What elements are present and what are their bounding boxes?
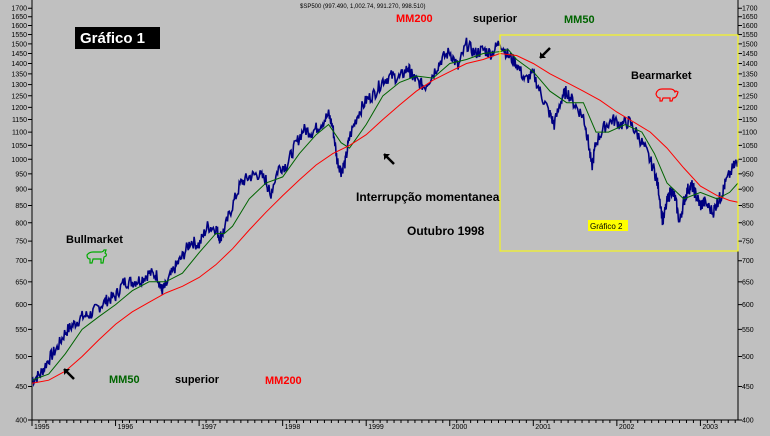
label-bullmarket: Bullmarket [66, 234, 123, 246]
bull-icon [86, 249, 107, 264]
grafico2-box [588, 220, 628, 231]
chart-header: $SP500 (997.490, 1,002.74, 991.270, 998.… [300, 4, 425, 10]
x-tick-label: 1997 [201, 424, 217, 431]
series-layer [31, 37, 739, 388]
y-tick-label: 1300 [11, 82, 27, 89]
y-tick-label: 1250 [11, 93, 27, 100]
y-tick-label: 1000 [742, 157, 758, 164]
y-tick-label: 1250 [742, 93, 758, 100]
y-tick-label: 1100 [12, 130, 27, 137]
y-tick-label: 400 [15, 418, 27, 425]
y-tick-label: 1450 [11, 51, 27, 58]
x-tick-label: 1995 [34, 424, 50, 431]
y-tick-label: 500 [742, 354, 754, 361]
bear-zone-box [499, 34, 739, 252]
ticks-layer: 400 400 450 450 500 500 550 550 600 600 650 650 700 7… [11, 6, 757, 431]
y-tick-label: 950 [742, 171, 754, 178]
x-tick-label: 1996 [118, 424, 134, 431]
y-tick-label: 800 [15, 220, 27, 227]
label-top-superior: superior [473, 13, 518, 25]
y-tick-label: 900 [742, 187, 754, 194]
y-tick-label: 550 [15, 327, 27, 334]
series-line-mm200 [31, 52, 739, 384]
y-tick-label: 1700 [11, 6, 27, 13]
label-top-mm50: MM50 [564, 14, 595, 26]
series-line-mm50 [31, 49, 739, 381]
y-tick-label: 1150 [12, 117, 27, 124]
label-bearmarket: Bearmarket [631, 70, 692, 82]
y-tick-label: 1550 [11, 32, 27, 39]
y-tick-label: 1350 [742, 71, 758, 78]
y-tick-label: 1200 [742, 105, 758, 112]
label-bottom-mm50: MM50 [109, 374, 140, 386]
y-tick-label: 1650 [742, 14, 758, 21]
x-tick-label: 2002 [619, 424, 635, 431]
y-tick-label: 1100 [742, 130, 757, 137]
title-box [75, 27, 160, 49]
y-tick-label: 400 [742, 418, 754, 425]
x-tick-label: 2001 [535, 424, 551, 431]
y-tick-label: 600 [15, 302, 27, 309]
y-tick-label: 1700 [742, 6, 758, 13]
y-tick-label: 1650 [11, 14, 27, 21]
y-tick-label: 900 [15, 187, 27, 194]
y-tick-label: 800 [742, 220, 754, 227]
y-tick-label: 1000 [11, 157, 27, 164]
y-tick-label: 650 [15, 279, 27, 286]
x-tick-label: 1998 [285, 424, 301, 431]
y-tick-label: 1050 [11, 143, 27, 150]
y-tick-label: 1350 [11, 71, 27, 78]
arrow-icon [383, 153, 395, 165]
y-tick-label: 450 [15, 384, 27, 391]
arrow-icon [539, 47, 551, 59]
chart-title: Gráfico 1 [80, 30, 145, 47]
label-grafico2: Gráfico 2 [590, 222, 623, 231]
y-tick-label: 1450 [742, 51, 758, 58]
y-tick-label: 850 [15, 203, 27, 210]
y-tick-label: 700 [15, 258, 27, 265]
y-tick-label: 750 [742, 239, 754, 246]
y-tick-label: 700 [742, 258, 754, 265]
label-bottom-superior: superior [175, 374, 220, 386]
arrow-icon [63, 368, 75, 380]
x-tick-label: 2000 [452, 424, 468, 431]
y-tick-label: 600 [742, 302, 754, 309]
y-tick-label: 1400 [742, 61, 758, 68]
y-tick-label: 1500 [11, 41, 27, 48]
y-tick-label: 1550 [742, 32, 758, 39]
y-tick-label: 1150 [742, 117, 757, 124]
y-tick-label: 1500 [742, 41, 758, 48]
y-tick-label: 500 [15, 354, 27, 361]
y-tick-label: 1400 [11, 61, 27, 68]
label-top-mm200: MM200 [396, 13, 433, 25]
y-tick-label: 950 [15, 171, 27, 178]
y-tick-label: 1600 [742, 23, 758, 30]
y-tick-label: 1200 [11, 105, 27, 112]
label-outubro: Outubro 1998 [407, 224, 485, 238]
y-tick-label: 1050 [742, 143, 758, 150]
label-bottom-mm200: MM200 [265, 375, 302, 387]
y-tick-label: 550 [742, 327, 754, 334]
y-tick-label: 1300 [742, 82, 758, 89]
y-tick-label: 650 [742, 279, 754, 286]
y-tick-label: 1600 [11, 23, 27, 30]
bear-icon [655, 88, 679, 102]
x-tick-label: 2003 [702, 424, 718, 431]
label-interrupcao: Interrupção momentanea [356, 190, 500, 204]
y-tick-label: 750 [15, 239, 27, 246]
x-tick-label: 1999 [368, 424, 384, 431]
y-tick-label: 850 [742, 203, 754, 210]
y-tick-label: 450 [742, 384, 754, 391]
